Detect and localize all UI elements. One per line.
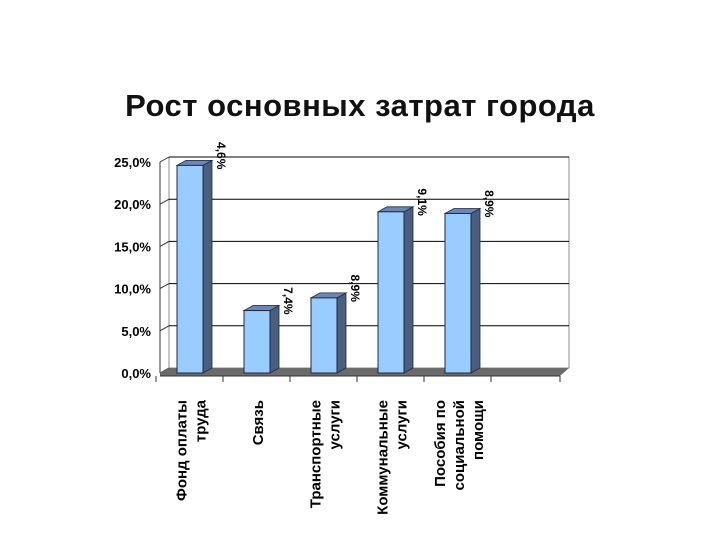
bar <box>376 206 415 374</box>
plot-back-wall <box>168 156 570 369</box>
bar <box>242 304 281 374</box>
bar-side <box>470 207 481 374</box>
data-label: 4,6% <box>214 142 228 170</box>
y-tick-label: 10,0% <box>114 282 151 297</box>
y-tick-label: 5,0% <box>121 324 151 339</box>
bar <box>175 159 214 374</box>
floor-surface <box>160 368 569 376</box>
category-label: Фонд оплаты <box>174 400 191 501</box>
bar-side <box>403 206 414 374</box>
x-axis-tick-marks <box>155 376 561 382</box>
category-label: Связь <box>250 400 267 445</box>
bar-side <box>202 159 213 374</box>
category-labels: Фонд оплаты труда Связь Транспортные услуги К… <box>174 399 488 514</box>
slide-title: Рост основных затрат города <box>125 88 595 123</box>
data-label: 7,4% <box>281 287 295 315</box>
bar-front <box>176 164 204 374</box>
bars <box>175 159 482 374</box>
bar-side <box>269 304 280 374</box>
bar-front <box>444 212 472 374</box>
category-label: Транспортные <box>308 400 325 508</box>
category-label: Коммунальные <box>375 400 392 515</box>
bar-front <box>377 211 405 374</box>
bar <box>309 292 348 374</box>
data-label: 9,1% <box>415 188 429 216</box>
bar-side <box>336 292 347 374</box>
y-tick-label: 15,0% <box>114 239 151 254</box>
category-label: социальной <box>451 400 468 490</box>
category-label: услуги <box>327 400 344 449</box>
chart-floor <box>160 368 569 377</box>
category-label: помощи <box>470 400 487 460</box>
gridline-depth <box>159 198 170 205</box>
bar-front <box>310 297 338 374</box>
y-axis-tick-labels: 0,0% 5,0% 10,0% 15,0% 20,0% 25,0% <box>114 155 151 381</box>
bar-front <box>243 310 271 374</box>
category-label: услуги <box>394 400 411 449</box>
gridline-depth <box>159 283 170 290</box>
gridline-depth <box>159 325 170 332</box>
y-tick-label: 25,0% <box>114 155 151 170</box>
gridline-depth <box>159 156 170 163</box>
category-label: труда <box>193 399 210 442</box>
gridline-depth <box>159 240 170 247</box>
category-label: Пособия по <box>432 400 449 487</box>
data-label: 8,9% <box>482 190 496 218</box>
grid-lines <box>159 156 570 374</box>
data-labels: 4,6% 7,4% 8,9% 9,1% 8,9% <box>214 142 496 315</box>
bar <box>443 207 482 374</box>
y-tick-label: 20,0% <box>114 197 151 212</box>
y-tick-label: 0,0% <box>121 366 151 381</box>
data-label: 8,9% <box>348 275 362 303</box>
